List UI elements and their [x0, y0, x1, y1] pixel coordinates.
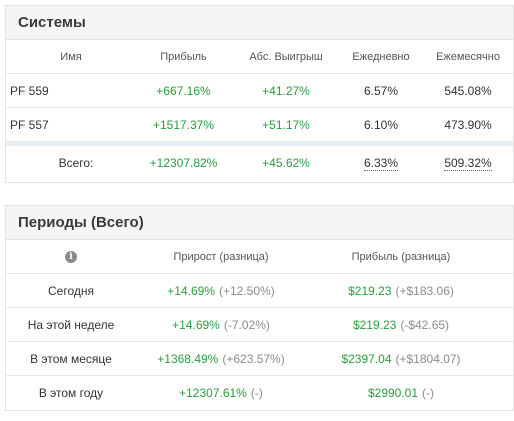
system-monthly: 545.08%	[444, 83, 492, 98]
systems-title: Системы	[6, 6, 513, 40]
period-growth: +12307.61%	[179, 386, 247, 400]
total-monthly[interactable]: 509.32%	[444, 155, 492, 171]
periods-header-row: i Прирост (разница) Прибыль (разница)	[6, 240, 513, 274]
period-growth-diff: (+623.57%)	[222, 351, 285, 366]
col-profit-header: Прибыль (разница)	[351, 250, 451, 263]
table-row: PF 559 +667.16% +41.27% 6.57% 545.08%	[6, 74, 513, 108]
table-row: На этой неделе +14.69% (-7.02%) $219.23 (-…	[6, 308, 513, 342]
table-row: PF 557 +1517.37% +51.17% 6.10% 473.90%	[6, 108, 513, 142]
period-label: На этой неделе	[27, 317, 115, 332]
period-profit-diff: (-)	[422, 386, 435, 400]
col-profit-header: Прибыль	[160, 50, 207, 63]
total-abs-gain: +45.62%	[262, 156, 310, 170]
period-profit: $2990.01	[367, 386, 419, 400]
col-abs-gain-header: Абс. Выигрыш	[249, 50, 323, 63]
total-row: Всего: +12307.82% +45.62% 6.33% 509.32%	[6, 142, 513, 180]
period-growth-diff: (-)	[250, 386, 263, 400]
total-profit: +12307.82%	[149, 156, 218, 170]
period-label: Сегодня	[48, 283, 94, 298]
period-profit: $219.23	[348, 283, 392, 298]
period-label: В этом месяце	[30, 351, 112, 366]
system-profit: +667.16%	[156, 83, 211, 98]
periods-panel: Периоды (Всего) i Прирост (разница) Приб…	[5, 205, 514, 411]
system-monthly: 473.90%	[444, 117, 492, 132]
period-growth: +14.69%	[167, 283, 215, 298]
period-profit: $2397.04	[341, 351, 392, 366]
col-monthly-header: Ежемесячно	[436, 50, 500, 63]
system-abs-gain: +41.27%	[262, 83, 310, 98]
period-profit: $219.23	[352, 317, 397, 332]
period-profit-diff: (+$1804.07)	[395, 351, 461, 366]
systems-header-row: Имя Прибыль Абс. Выигрыш Ежедневно Ежеме…	[6, 40, 513, 74]
table-row: Сегодня +14.69% (+12.50%) $219.23 (+$183.0…	[6, 274, 513, 308]
system-profit: +1517.37%	[152, 117, 215, 132]
period-growth: +14.69%	[172, 317, 220, 332]
period-growth-diff: (-7.02%)	[223, 317, 270, 332]
periods-title: Периоды (Всего)	[6, 206, 513, 240]
col-growth-header: Прирост (разница)	[173, 250, 269, 263]
system-name-link[interactable]: PF 557	[10, 117, 49, 132]
col-daily-header: Ежедневно	[352, 50, 410, 63]
systems-panel: Системы Имя Прибыль Абс. Выигрыш Ежеднев…	[5, 5, 514, 183]
period-growth: +1368.49%	[157, 351, 219, 366]
period-profit-diff: (-$42.65)	[400, 317, 450, 332]
system-abs-gain: +51.17%	[262, 117, 310, 132]
system-daily: 6.57%	[363, 83, 399, 98]
period-growth-diff: (+12.50%)	[219, 283, 275, 298]
col-name-header: Имя	[60, 50, 82, 63]
system-name-link[interactable]: PF 559	[10, 83, 49, 98]
table-row: В этом месяце +1368.49% (+623.57%) $2397.…	[6, 342, 513, 376]
system-daily: 6.10%	[363, 117, 399, 132]
total-label: Всего:	[58, 156, 94, 170]
period-profit-diff: (+$183.06)	[395, 283, 454, 298]
table-row: В этом году +12307.61% (-) $2990.01 (-)	[6, 376, 513, 410]
period-label: В этом году	[38, 386, 104, 400]
total-daily[interactable]: 6.33%	[363, 155, 399, 171]
info-icon[interactable]: i	[65, 250, 77, 263]
